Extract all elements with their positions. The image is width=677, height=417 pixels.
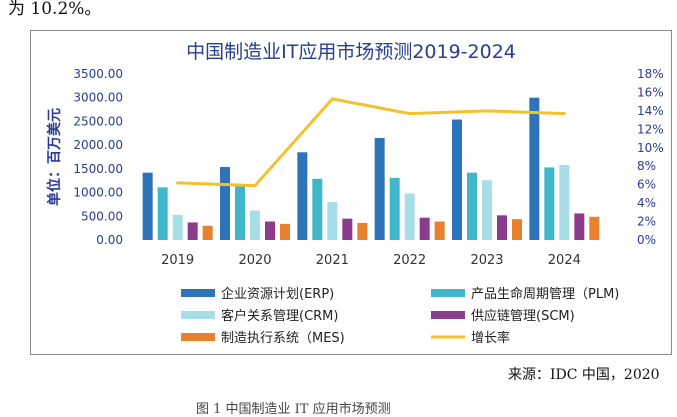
legend: 企业资源计划(ERP) 产品生命周期管理（PLM) 客户关系管理(CRM) 供应链管理…	[181, 286, 619, 346]
bar-mes-2021	[357, 222, 368, 240]
bar-mes-2019	[202, 225, 213, 240]
legend-swatch-plm	[431, 289, 465, 297]
bar-erp-2020	[220, 166, 230, 240]
bar-erp-2021	[297, 152, 308, 240]
y2-tick-label: 2%	[637, 215, 656, 229]
y2-tick-label: 18%	[637, 67, 664, 81]
y-tick-label: 0.00	[96, 233, 123, 247]
bar-mes-2020	[280, 223, 290, 240]
y2-tick-label: 16%	[637, 85, 664, 99]
growth-rate-point	[253, 184, 257, 188]
bar-plm-2020	[235, 186, 245, 240]
bar-crm-2021	[327, 202, 338, 240]
bar-scm-2020	[265, 221, 275, 240]
chart-frame: 中国制造业IT应用市场预测2019-2024 单位：百万美元 0.00 500.0…	[30, 30, 672, 355]
y-axis-ticks: 0.00 500.00 1000.00 1500.00 2000.00 2500.00 30…	[73, 67, 123, 247]
bar-plm-2019	[157, 187, 168, 240]
growth-rate-line	[177, 97, 565, 188]
growth-rate-point	[562, 112, 566, 116]
bar-erp-2024	[529, 97, 540, 240]
bar-erp-2022	[374, 138, 385, 240]
growth-rate-point	[176, 181, 180, 185]
y2-tick-label: 0%	[637, 233, 656, 247]
y2-tick-label: 6%	[637, 178, 656, 192]
bar-mes-2024	[589, 216, 600, 240]
bar-plm-2022	[389, 177, 400, 240]
x-tick-label: 2020	[238, 253, 271, 268]
y2-tick-label: 8%	[637, 159, 656, 173]
legend-label-mes: 制造执行系统（MES)	[221, 331, 345, 346]
bar-mes-2022	[434, 221, 445, 240]
y-axis-label: 单位：百万美元	[46, 108, 63, 206]
legend-label-growth: 增长率	[471, 330, 510, 346]
x-axis-ticks: 2019 2020 2021 2022 2023 2024	[161, 253, 581, 268]
y2-tick-label: 12%	[637, 122, 664, 136]
bar-crm-2022	[404, 193, 415, 240]
bars	[142, 97, 600, 240]
bar-scm-2023	[497, 215, 507, 240]
legend-label-scm: 供应链管理(SCM)	[471, 308, 575, 324]
y-tick-label: 2500.00	[73, 114, 123, 128]
bar-crm-2020	[250, 210, 260, 240]
figure-caption: 图 1 中国制造业 IT 应用市场预测	[196, 402, 391, 417]
growth-rate-point	[485, 109, 489, 113]
legend-label-plm: 产品生命周期管理（PLM)	[471, 286, 619, 302]
legend-label-erp: 企业资源计划(ERP)	[221, 286, 334, 302]
y-tick-label: 500.00	[81, 209, 123, 223]
bar-scm-2022	[419, 217, 430, 240]
preceding-text: 为 10.2%。	[8, 0, 102, 19]
bar-scm-2024	[574, 213, 585, 240]
bar-scm-2019	[187, 222, 198, 240]
bar-erp-2019	[142, 172, 153, 240]
bar-crm-2023	[482, 180, 492, 240]
bar-plm-2021	[312, 178, 323, 240]
x-tick-label: 2023	[470, 253, 503, 268]
growth-rate-point	[408, 112, 412, 116]
x-tick-label: 2019	[161, 253, 194, 268]
bar-plm-2024	[544, 167, 555, 240]
bar-crm-2019	[172, 214, 183, 240]
y-tick-label: 1500.00	[73, 162, 123, 176]
source-note: 来源：IDC 中国，2020	[508, 367, 660, 383]
x-tick-label: 2022	[393, 253, 426, 268]
growth-line-group	[176, 97, 566, 188]
chart: 中国制造业IT应用市场预测2019-2024 单位：百万美元 0.00 500.0…	[46, 41, 664, 346]
bar-erp-2023	[452, 119, 462, 240]
legend-label-crm: 客户关系管理(CRM)	[221, 308, 338, 324]
legend-swatch-mes	[181, 333, 215, 341]
y-tick-label: 3000.00	[73, 91, 123, 105]
y2-tick-label: 14%	[637, 104, 664, 118]
y-tick-label: 3500.00	[73, 67, 123, 81]
legend-swatch-crm	[181, 311, 215, 319]
y2-tick-label: 10%	[637, 141, 664, 155]
chart-title: 中国制造业IT应用市场预测2019-2024	[186, 41, 516, 63]
legend-swatch-scm	[431, 311, 465, 319]
x-tick-label: 2024	[548, 253, 581, 268]
y2-tick-label: 4%	[637, 196, 656, 210]
bar-mes-2023	[512, 219, 522, 240]
growth-rate-point	[330, 97, 334, 101]
bar-scm-2021	[342, 218, 353, 240]
legend-swatch-erp	[181, 289, 215, 297]
y2-axis-ticks: 0% 2% 4% 6% 8% 10% 12% 14% 16% 18%	[637, 67, 664, 247]
bar-crm-2024	[559, 165, 570, 240]
y-tick-label: 1000.00	[73, 186, 123, 200]
y-tick-label: 2000.00	[73, 138, 123, 152]
x-tick-label: 2021	[316, 253, 349, 268]
bar-plm-2023	[467, 172, 477, 240]
